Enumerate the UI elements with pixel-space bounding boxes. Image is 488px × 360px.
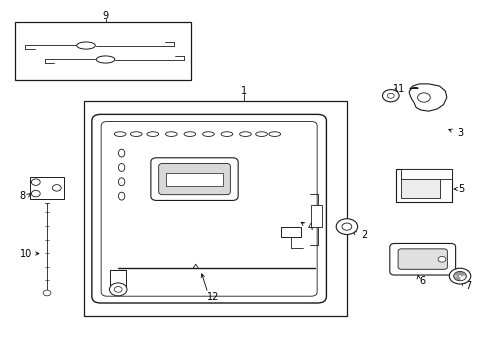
Text: 3: 3 xyxy=(456,129,462,138)
FancyBboxPatch shape xyxy=(397,249,447,269)
Ellipse shape xyxy=(77,42,95,49)
Ellipse shape xyxy=(114,132,126,136)
Bar xyxy=(395,169,451,202)
Ellipse shape xyxy=(183,132,195,136)
Circle shape xyxy=(109,283,127,296)
Text: 8: 8 xyxy=(20,191,26,201)
Ellipse shape xyxy=(96,56,115,63)
Ellipse shape xyxy=(239,132,251,136)
Text: 11: 11 xyxy=(393,84,405,94)
Ellipse shape xyxy=(165,132,177,136)
Circle shape xyxy=(43,290,51,296)
Circle shape xyxy=(437,256,445,262)
Circle shape xyxy=(453,271,466,281)
Ellipse shape xyxy=(130,132,142,136)
Text: 10: 10 xyxy=(20,248,32,258)
Circle shape xyxy=(31,190,40,197)
Circle shape xyxy=(417,93,429,102)
Bar xyxy=(281,227,300,237)
Text: 12: 12 xyxy=(206,292,219,302)
Ellipse shape xyxy=(118,149,124,157)
Ellipse shape xyxy=(118,163,124,171)
Bar xyxy=(30,177,64,199)
Text: 4: 4 xyxy=(306,222,313,232)
Ellipse shape xyxy=(118,192,124,200)
Bar xyxy=(400,173,439,198)
Ellipse shape xyxy=(255,132,267,136)
Bar xyxy=(15,22,190,80)
Circle shape xyxy=(448,268,470,284)
Bar xyxy=(400,169,451,179)
Circle shape xyxy=(52,185,61,191)
FancyBboxPatch shape xyxy=(158,163,230,195)
Ellipse shape xyxy=(221,132,232,136)
Bar xyxy=(311,205,322,226)
Circle shape xyxy=(386,93,393,98)
FancyBboxPatch shape xyxy=(151,158,238,201)
Bar xyxy=(110,270,126,289)
Text: 7: 7 xyxy=(464,281,470,291)
Circle shape xyxy=(382,90,398,102)
FancyBboxPatch shape xyxy=(92,114,326,303)
Ellipse shape xyxy=(202,132,214,136)
Ellipse shape xyxy=(268,132,280,136)
Text: 2: 2 xyxy=(360,230,366,239)
Text: 5: 5 xyxy=(457,184,463,194)
Bar xyxy=(166,173,222,186)
FancyBboxPatch shape xyxy=(389,243,455,275)
Text: 1: 1 xyxy=(241,86,247,96)
Circle shape xyxy=(335,219,357,234)
Text: 9: 9 xyxy=(102,11,108,21)
Text: 6: 6 xyxy=(418,276,424,286)
Bar xyxy=(83,101,346,316)
Ellipse shape xyxy=(147,132,158,136)
Circle shape xyxy=(31,179,40,185)
Circle shape xyxy=(114,287,122,292)
Circle shape xyxy=(341,223,351,230)
Ellipse shape xyxy=(118,178,124,186)
